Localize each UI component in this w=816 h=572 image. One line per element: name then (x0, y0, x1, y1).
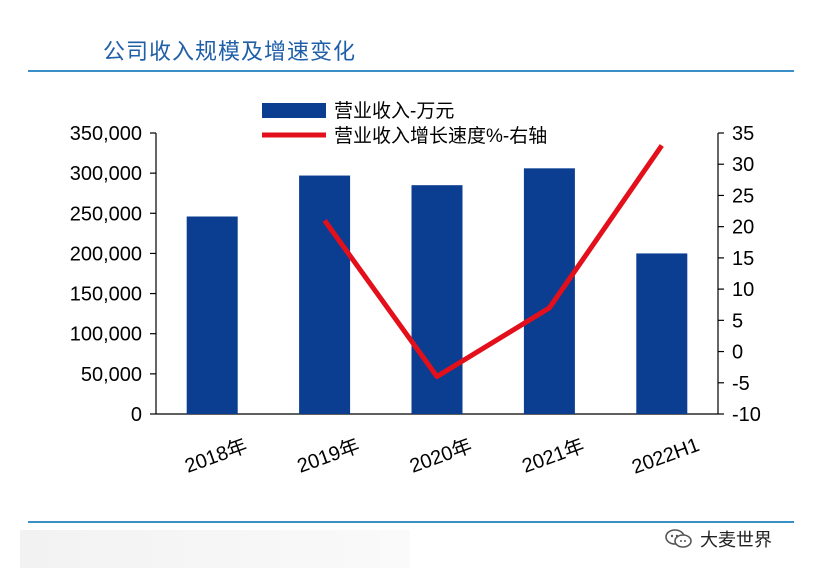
right-tick-label: 30 (732, 154, 754, 176)
legend-line-label: 营业收入增长速度%-右轴 (334, 125, 547, 147)
bar (636, 253, 688, 414)
left-tick-label: 350,000 (70, 123, 142, 145)
bar-series (186, 168, 688, 414)
bar (186, 216, 238, 414)
page-title: 公司收入规模及增速变化 (103, 40, 357, 65)
left-tick-label: 150,000 (70, 284, 142, 306)
x-tick-label: 2022H1 (629, 434, 702, 479)
left-tick-label: 200,000 (70, 243, 142, 265)
growth-line (322, 144, 664, 380)
legend-bar-label: 营业收入-万元 (334, 100, 454, 122)
bar (411, 185, 463, 414)
right-tick-label: -5 (732, 373, 750, 395)
wechat-icon (665, 529, 692, 548)
x-tick-label: 2018年 (182, 434, 250, 478)
right-tick-label: 10 (732, 279, 754, 301)
left-tick-label: 100,000 (70, 324, 142, 346)
right-tick-label: 35 (732, 123, 754, 145)
watermark-text: 大麦世界 (700, 530, 772, 551)
right-tick-label: 20 (732, 217, 754, 239)
x-tick-label: 2020年 (407, 434, 475, 478)
bar (299, 175, 351, 414)
footer-shade (20, 530, 410, 568)
right-tick-label: 15 (732, 248, 754, 270)
legend-bar-swatch (262, 103, 326, 118)
left-tick-label: 0 (131, 404, 142, 426)
left-tick-label: 300,000 (70, 163, 142, 185)
title-rule (28, 70, 794, 72)
footer-rule (28, 521, 794, 523)
left-tick-label: 250,000 (70, 203, 142, 225)
watermark: 大麦世界 (664, 526, 772, 552)
line-series (322, 144, 664, 380)
right-tick-label: 25 (732, 185, 754, 207)
right-tick-label: -10 (732, 404, 761, 426)
x-tick-label: 2021年 (519, 434, 587, 478)
left-tick-label: 50,000 (81, 364, 142, 386)
right-tick-label: 5 (732, 310, 743, 332)
x-tick-label: 2019年 (294, 434, 362, 478)
right-tick-label: 0 (732, 342, 743, 364)
bar (523, 168, 575, 414)
